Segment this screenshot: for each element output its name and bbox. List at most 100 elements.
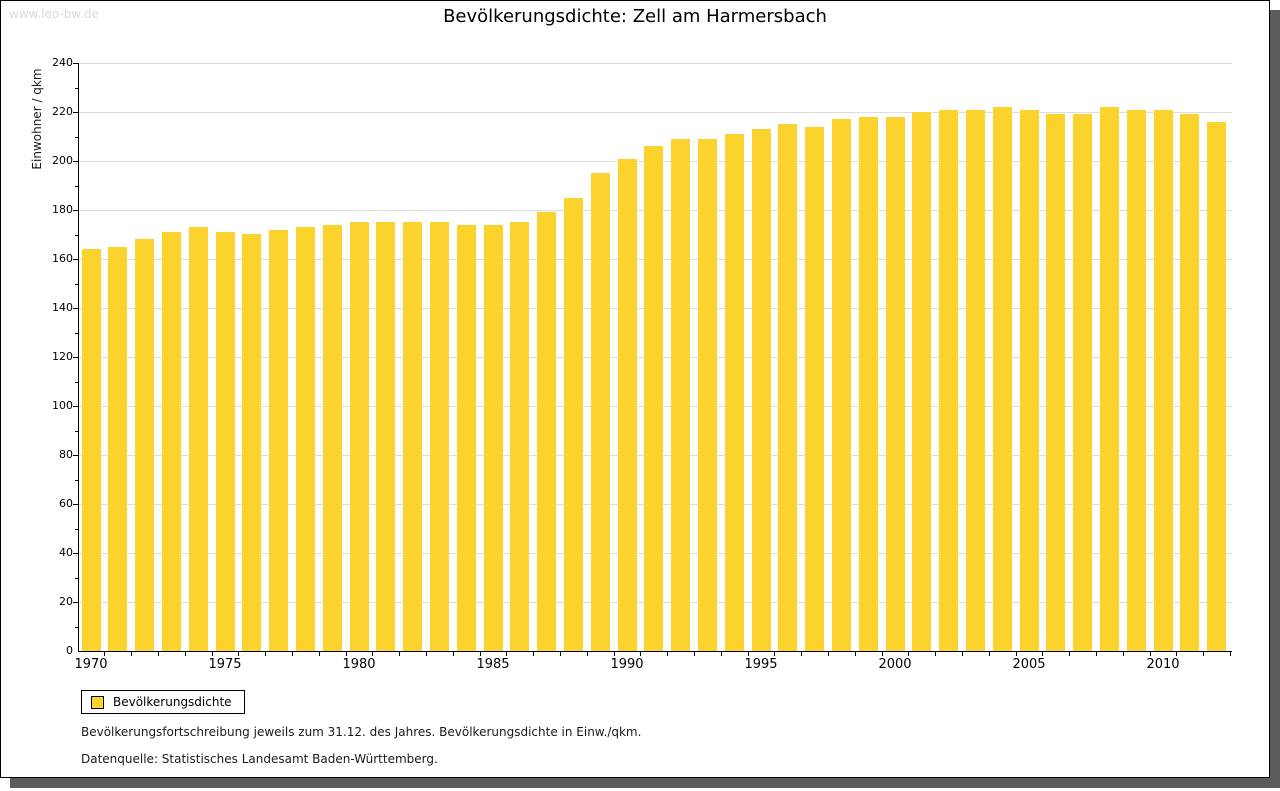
bar-1976 [242, 234, 262, 651]
y-tick-mark [73, 63, 78, 64]
legend-label: Bevölkerungsdichte [113, 695, 232, 709]
bar-2001 [912, 112, 932, 651]
x-tick-mark [292, 652, 293, 656]
bar-1971 [108, 247, 128, 651]
x-tick-mark [1015, 652, 1017, 656]
y-tick-label: 40 [59, 546, 73, 559]
chart-title: Bevölkerungsdichte: Zell am Harmersbach [443, 6, 827, 27]
y-tick-label: 20 [59, 595, 73, 608]
x-tick-mark [720, 652, 722, 656]
x-tick-mark [426, 652, 427, 656]
x-tick-mark [560, 652, 561, 656]
x-tick-mark [586, 652, 588, 656]
y-tick-mark [73, 455, 78, 456]
bar-2006 [1046, 114, 1066, 651]
y-tick-label: 80 [59, 448, 73, 461]
x-tick-label: 2010 [1146, 657, 1180, 672]
x-tick-mark [506, 652, 508, 656]
x-tick-mark [345, 652, 347, 656]
y-tick-mark [75, 332, 78, 334]
x-tick-label: 1970 [74, 657, 108, 672]
x-tick-mark [1122, 652, 1124, 656]
x-tick-mark [372, 652, 374, 656]
x-tick-mark [1096, 652, 1097, 656]
y-tick-label: 160 [52, 252, 73, 265]
bar-1996 [778, 124, 798, 651]
bar-1972 [135, 239, 155, 651]
y-tick-mark [75, 87, 78, 89]
bar-1989 [590, 173, 610, 651]
y-tick-mark [73, 504, 78, 505]
y-tick-label: 0 [66, 644, 73, 657]
x-tick-mark [1230, 652, 1231, 656]
bar-2002 [939, 110, 959, 651]
bar-1975 [215, 232, 235, 651]
x-tick-mark [694, 652, 695, 656]
bar-1970 [81, 249, 101, 651]
y-tick-mark [73, 406, 78, 407]
bar-1979 [322, 225, 342, 651]
y-tick-mark [75, 283, 78, 285]
bar-2003 [965, 110, 985, 651]
x-tick-mark [184, 652, 186, 656]
x-tick-mark [1042, 652, 1044, 656]
y-tick-mark [75, 185, 78, 187]
x-tick-mark [935, 652, 937, 656]
gridline [79, 63, 1232, 64]
x-tick-mark [318, 652, 320, 656]
bar-2008 [1099, 107, 1119, 651]
y-tick-label: 140 [52, 301, 73, 314]
legend: Bevölkerungsdichte [81, 690, 245, 714]
y-tick-label: 100 [52, 399, 73, 412]
bar-1998 [831, 119, 851, 651]
bar-1982 [403, 222, 423, 651]
x-tick-label: 1985 [476, 657, 510, 672]
x-tick-mark [908, 652, 910, 656]
x-tick-mark [667, 652, 669, 656]
x-tick-mark [1176, 652, 1178, 656]
y-tick-label: 120 [52, 350, 73, 363]
bar-2009 [1126, 110, 1146, 651]
x-tick-mark [211, 652, 213, 656]
y-tick-mark [73, 210, 78, 211]
bar-1980 [349, 222, 369, 651]
y-tick-mark [73, 112, 78, 113]
x-tick-mark [265, 652, 267, 656]
x-tick-mark [131, 652, 133, 656]
x-tick-mark [640, 652, 642, 656]
y-tick-mark [75, 528, 78, 530]
y-tick-label: 200 [52, 154, 73, 167]
bar-1990 [617, 159, 637, 651]
bar-1984 [456, 225, 476, 651]
x-tick-label: 2000 [878, 657, 912, 672]
x-tick-label: 2005 [1012, 657, 1046, 672]
bar-1978 [295, 227, 315, 651]
y-tick-mark [75, 626, 78, 628]
y-tick-mark [73, 553, 78, 554]
x-axis-line [78, 651, 1232, 652]
bar-1991 [644, 146, 664, 651]
bar-2000 [885, 117, 905, 651]
bar-1992 [671, 139, 691, 651]
x-tick-mark [747, 652, 749, 656]
bar-2012 [1207, 122, 1227, 651]
watermark: www.leo-bw.de [9, 7, 99, 21]
y-tick-mark [73, 161, 78, 162]
bar-2010 [1153, 110, 1173, 651]
x-tick-label: 1990 [610, 657, 644, 672]
bar-2007 [1073, 114, 1093, 651]
bar-1986 [510, 222, 530, 651]
y-tick-mark [75, 479, 78, 481]
y-tick-label: 180 [52, 203, 73, 216]
x-tick-mark [399, 652, 401, 656]
x-tick-label: 1980 [342, 657, 376, 672]
y-tick-label: 240 [52, 56, 73, 69]
bar-2011 [1180, 114, 1200, 651]
y-tick-mark [73, 259, 78, 260]
bar-1999 [858, 117, 878, 651]
y-tick-mark [75, 381, 78, 383]
x-tick-mark [881, 652, 883, 656]
footnote-data-source: Datenquelle: Statistisches Landesamt Bad… [81, 752, 438, 766]
y-tick-mark [73, 602, 78, 603]
y-tick-label: 220 [52, 105, 73, 118]
